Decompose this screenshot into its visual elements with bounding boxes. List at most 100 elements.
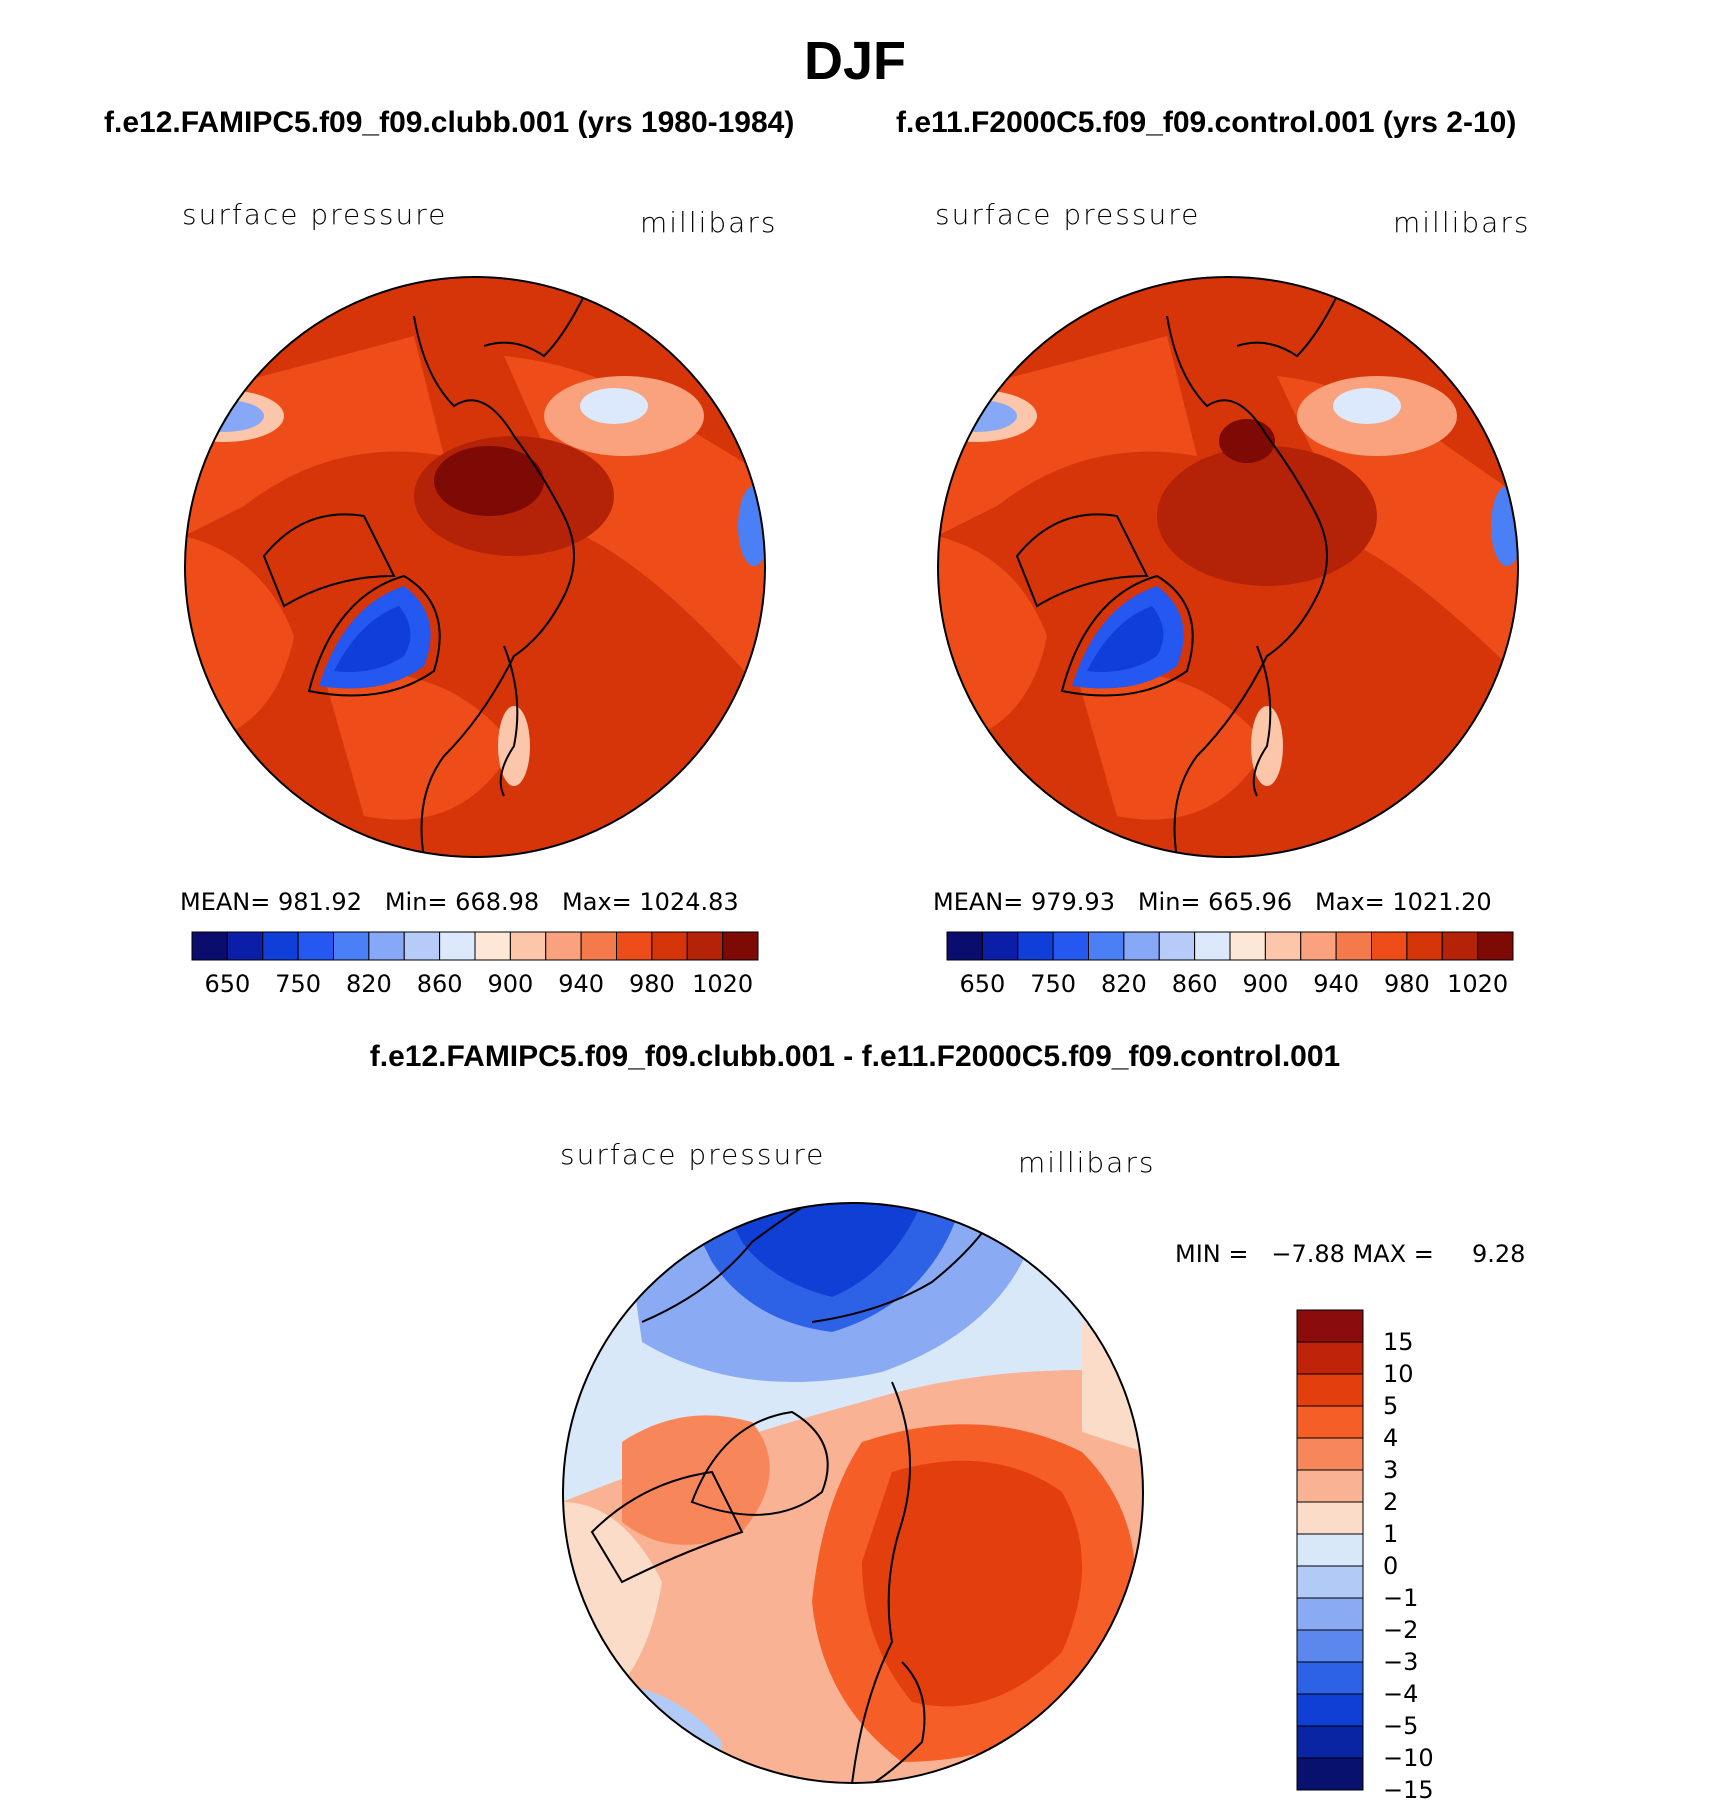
diff-colorbar-box (1296, 1341, 1364, 1375)
diff-map (562, 1202, 1144, 1784)
diff-colorbar-tick-label: 0 (1383, 1552, 1399, 1580)
right-colorbar-tick-label: 940 (1313, 970, 1360, 998)
diff-colorbar-tick-label: −10 (1383, 1744, 1434, 1772)
left-colorbar-box (580, 931, 617, 961)
diff-colorbar-tick-label: 15 (1383, 1328, 1414, 1356)
right-colorbar-box (1264, 931, 1302, 961)
diff-units-label: millibars (1018, 1146, 1156, 1179)
right-colorbar-tick-label: 860 (1171, 970, 1218, 998)
diff-colorbar-tick-label: −1 (1383, 1584, 1419, 1612)
left-colorbar-box (333, 931, 370, 961)
diff-colorbar-tick-label: 2 (1383, 1488, 1399, 1516)
right-colorbar-box (981, 931, 1019, 961)
right-colorbar-tick-label: 820 (1100, 970, 1147, 998)
left-colorbar-box (686, 931, 724, 961)
left-colorbar-box (368, 931, 405, 961)
diff-colorbar-box (1296, 1629, 1364, 1663)
diff-colorbar-tick-label: −3 (1383, 1648, 1419, 1676)
left-colorbar-tick-label: 820 (345, 970, 392, 998)
diff-colorbar (1296, 1309, 1364, 1791)
diff-colorbar-box (1296, 1501, 1364, 1535)
left-map (184, 276, 766, 858)
diff-colorbar-tick-label: 3 (1383, 1456, 1399, 1484)
left-case-title: f.e12.FAMIPC5.f09_f09.clubb.001 (yrs 198… (104, 106, 795, 139)
left-colorbar-tick-label: 750 (275, 970, 322, 998)
right-stats: MEAN= 979.93 Min= 665.96 Max= 1021.20 (933, 888, 1492, 916)
diff-colorbar-tick-label: −4 (1383, 1680, 1419, 1708)
diff-colorbar-box (1296, 1309, 1364, 1343)
right-colorbar-tick-label: 750 (1030, 970, 1077, 998)
diff-title: f.e12.FAMIPC5.f09_f09.clubb.001 - f.e11.… (369, 1040, 1341, 1073)
left-units-label: millibars (640, 206, 778, 239)
diff-colorbar-box (1296, 1405, 1364, 1439)
left-colorbar-box (226, 931, 264, 961)
left-colorbar-ticks: 650 750 820 860 900 940 980 1020 (192, 970, 758, 1000)
right-map (937, 276, 1519, 858)
left-colorbar-box (439, 931, 476, 961)
left-colorbar-box (262, 931, 299, 961)
left-colorbar-box (545, 931, 582, 961)
diff-colorbar-tick-label: 10 (1383, 1360, 1414, 1388)
right-colorbar-box (1158, 931, 1196, 961)
left-colorbar-box (722, 931, 759, 961)
right-colorbar-box (1477, 931, 1514, 961)
right-colorbar-box (1406, 931, 1443, 961)
diff-colorbar-tick-label: 4 (1383, 1424, 1399, 1452)
diff-colorbar-box (1296, 1597, 1364, 1631)
diff-colorbar-tick-label: 1 (1383, 1520, 1399, 1548)
left-colorbar-tick-label: 940 (558, 970, 605, 998)
left-colorbar-tick-label: 650 (204, 970, 251, 998)
left-colorbar-box (616, 931, 653, 961)
right-colorbar-tick-label: 900 (1242, 970, 1289, 998)
left-colorbar-box (651, 931, 688, 961)
right-colorbar-box (1194, 931, 1231, 961)
left-colorbar (191, 931, 759, 961)
diff-colorbar-box (1296, 1565, 1364, 1599)
right-colorbar-box (1088, 931, 1125, 961)
right-colorbar-tick-label: 650 (959, 970, 1006, 998)
left-variable-label: surface pressure (182, 198, 448, 231)
right-colorbar-tick-label: 980 (1383, 970, 1430, 998)
left-colorbar-box (474, 931, 511, 961)
right-colorbar (946, 931, 1514, 961)
left-colorbar-tick-label: 860 (416, 970, 463, 998)
diff-colorbar-box (1296, 1373, 1364, 1407)
right-colorbar-box (1123, 931, 1160, 961)
diff-variable-label: surface pressure (560, 1138, 826, 1171)
left-colorbar-box (191, 931, 228, 961)
right-colorbar-box (1229, 931, 1266, 961)
left-colorbar-box (403, 931, 441, 961)
right-colorbar-box (1335, 931, 1372, 961)
diff-colorbar-box (1296, 1661, 1364, 1695)
diff-colorbar-box (1296, 1693, 1364, 1727)
diff-colorbar-ticks: 15 10 5 4 3 2 1 0 −1 −2 −3 −4 −5 −10 −15 (1383, 1310, 1463, 1804)
right-variable-label: surface pressure (935, 198, 1201, 231)
diff-stats: MIN = −7.88 MAX = 9.28 (1175, 1240, 1526, 1268)
diff-colorbar-tick-label: −15 (1383, 1776, 1434, 1804)
left-colorbar-box (509, 931, 547, 961)
right-colorbar-ticks: 650 750 820 860 900 940 980 1020 (947, 970, 1513, 1000)
right-colorbar-tick-label: 1020 (1447, 970, 1509, 998)
right-colorbar-box (1017, 931, 1054, 961)
right-colorbar-box (946, 931, 983, 961)
left-colorbar-box (297, 931, 334, 961)
diff-colorbar-tick-label: 5 (1383, 1392, 1399, 1420)
right-units-label: millibars (1393, 206, 1531, 239)
left-colorbar-tick-label: 980 (628, 970, 675, 998)
right-colorbar-box (1052, 931, 1089, 961)
diff-colorbar-box (1296, 1437, 1364, 1471)
diff-colorbar-tick-label: −5 (1383, 1712, 1419, 1740)
diff-colorbar-box (1296, 1725, 1364, 1759)
left-colorbar-tick-label: 1020 (692, 970, 754, 998)
diff-colorbar-tick-label: −2 (1383, 1616, 1419, 1644)
main-title: DJF (803, 31, 906, 91)
left-colorbar-tick-label: 900 (487, 970, 534, 998)
diff-colorbar-box (1296, 1757, 1364, 1791)
diff-colorbar-box (1296, 1533, 1364, 1567)
left-stats: MEAN= 981.92 Min= 668.98 Max= 1024.83 (180, 888, 739, 916)
right-colorbar-box (1441, 931, 1479, 961)
right-case-title: f.e11.F2000C5.f09_f09.control.001 (yrs 2… (896, 106, 1517, 139)
right-colorbar-box (1371, 931, 1408, 961)
right-colorbar-box (1300, 931, 1337, 961)
diff-colorbar-box (1296, 1469, 1364, 1503)
